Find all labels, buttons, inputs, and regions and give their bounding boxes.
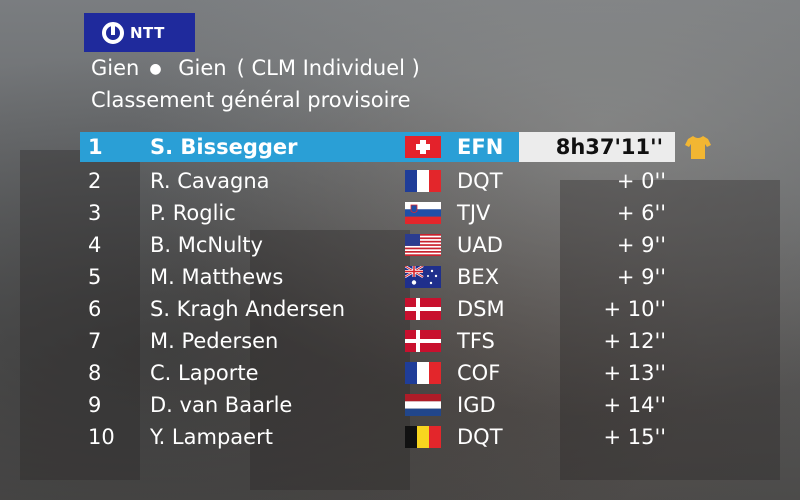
broadcaster-logo: NTT: [84, 13, 195, 52]
rank-number: 2: [88, 169, 102, 193]
classification-title: Classement général provisoire: [91, 88, 411, 112]
rank-number: 9: [88, 393, 102, 417]
rider-name: R. Cavagna: [150, 169, 270, 193]
denmark-flag: [405, 298, 441, 320]
leader-time: 8h37'11'': [519, 132, 675, 162]
team-code: DQT: [457, 169, 503, 193]
time-gap: + 10'': [603, 297, 666, 321]
leader-row: 1 S. Bissegger EFN: [80, 132, 519, 162]
rider-name: S. Bissegger: [150, 135, 298, 159]
standings-row: 9 D. van Baarle IGD + 14'': [80, 390, 680, 420]
rider-name: Y. Lampaert: [150, 425, 273, 449]
rider-name: M. Pedersen: [150, 329, 279, 353]
time-gap: + 9'': [616, 233, 666, 257]
rank-number: 6: [88, 297, 102, 321]
standings-row: 5 M. Matthews BEX + 9'': [80, 262, 680, 292]
team-code: TJV: [457, 201, 491, 225]
rank-number: 1: [88, 135, 103, 159]
time-gap: + 13'': [603, 361, 666, 385]
team-code: IGD: [457, 393, 496, 417]
switzerland-flag: [405, 136, 441, 158]
team-code: UAD: [457, 233, 503, 257]
belgium-flag: [405, 426, 441, 448]
standings-row: 4 B. McNulty UAD + 9'': [80, 230, 680, 260]
standings-row: 2 R. Cavagna DQT + 0'': [80, 166, 680, 196]
stage-type: ( CLM Individuel ): [236, 56, 420, 80]
team-code: BEX: [457, 265, 500, 289]
rank-number: 7: [88, 329, 102, 353]
standings-row: 3 P. Roglic TJV + 6'': [80, 198, 680, 228]
australia-flag: [405, 266, 441, 288]
rider-name: B. McNulty: [150, 233, 263, 257]
team-code: DSM: [457, 297, 505, 321]
yellow-jersey-icon: [684, 133, 712, 161]
standings-row: 6 S. Kragh Andersen DSM + 10'': [80, 294, 680, 324]
team-code: COF: [457, 361, 501, 385]
separator-dot: ●: [149, 61, 162, 77]
rider-name: P. Roglic: [150, 201, 236, 225]
standings-row: 7 M. Pedersen TFS + 12'': [80, 326, 680, 356]
rank-number: 5: [88, 265, 102, 289]
rank-number: 10: [88, 425, 115, 449]
rider-name: C. Laporte: [150, 361, 259, 385]
rank-number: 3: [88, 201, 102, 225]
logo-text: NTT: [130, 23, 165, 42]
ntt-logo-icon: [102, 21, 124, 44]
time-gap: + 6'': [616, 201, 666, 225]
time-gap: + 9'': [616, 265, 666, 289]
stage-header: Gien ● Gien ( CLM Individuel ): [91, 56, 430, 80]
rider-name: M. Matthews: [150, 265, 284, 289]
time-gap: + 15'': [603, 425, 666, 449]
team-code: TFS: [457, 329, 495, 353]
rider-name: D. van Baarle: [150, 393, 293, 417]
rider-name: S. Kragh Andersen: [150, 297, 345, 321]
denmark-flag: [405, 330, 441, 352]
usa-flag: [405, 234, 441, 256]
netherlands-flag: [405, 394, 441, 416]
france-flag: [405, 170, 441, 192]
rank-number: 8: [88, 361, 102, 385]
stage-start: Gien: [91, 56, 140, 80]
slovenia-flag: [405, 202, 441, 224]
rank-number: 4: [88, 233, 102, 257]
standings-row: 10 Y. Lampaert DQT + 15'': [80, 422, 680, 452]
team-code: EFN: [457, 135, 504, 159]
stage-finish: Gien: [178, 56, 227, 80]
standings-row: 8 C. Laporte COF + 13'': [80, 358, 680, 388]
time-gap: + 0'': [616, 169, 666, 193]
france-flag: [405, 362, 441, 384]
time-gap: + 12'': [603, 329, 666, 353]
team-code: DQT: [457, 425, 503, 449]
time-gap: + 14'': [603, 393, 666, 417]
